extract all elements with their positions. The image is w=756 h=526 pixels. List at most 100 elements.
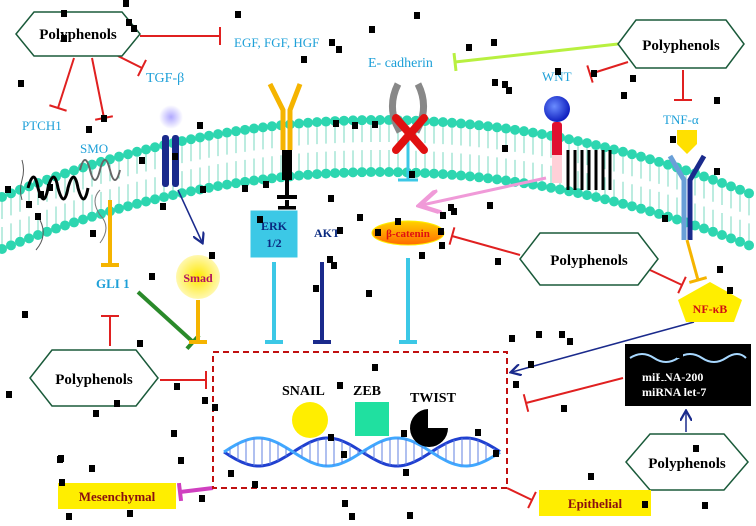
lipid-head: [258, 122, 268, 133]
speckle: [22, 311, 28, 318]
lipid-head: [267, 121, 277, 132]
lipid-head: [357, 167, 367, 178]
speckle: [101, 115, 107, 122]
lipid-head: [267, 173, 277, 184]
lipid-head: [465, 171, 475, 182]
speckle: [131, 25, 137, 32]
lipid-head: [150, 194, 160, 205]
speckle: [178, 457, 184, 464]
lipid-head: [240, 124, 250, 135]
inhibit-beta-catenin-bar: [448, 227, 456, 245]
speckle: [59, 479, 65, 486]
speckle: [677, 351, 683, 358]
speckle: [438, 228, 444, 235]
speckle: [172, 153, 178, 160]
speckle: [336, 46, 342, 53]
lipid-head: [231, 178, 241, 189]
speckle: [301, 56, 307, 63]
speckle: [717, 266, 723, 273]
lipid-head: [627, 149, 637, 160]
dna-helix: [223, 436, 501, 468]
inhibit-beta-catenin: [451, 235, 521, 256]
speckle: [440, 212, 446, 219]
speckle: [18, 80, 24, 87]
lipid-head: [735, 236, 745, 247]
lipid-head: [663, 159, 673, 170]
gli1-to-nucleus: [136, 290, 195, 344]
lipid-head: [132, 198, 142, 209]
lipid-head: [528, 127, 538, 138]
lipid-head: [123, 149, 133, 160]
speckle: [139, 157, 145, 164]
inhibit-tgf-beta-bar: [137, 59, 147, 77]
inhibit-ptch1-bar: [49, 104, 67, 112]
lipid-head: [582, 190, 592, 201]
speckle: [491, 39, 497, 46]
speckle: [451, 208, 457, 215]
polyphenols-node-top-right: Polyphenols: [617, 19, 745, 69]
svg-text:Polyphenols: Polyphenols: [550, 253, 628, 269]
speckle: [372, 364, 378, 371]
lipid-head: [96, 208, 106, 219]
speckle: [313, 285, 319, 292]
lipid-head: [0, 191, 7, 202]
tgf-beta-receptor: [159, 105, 183, 187]
lipid-head: [474, 120, 484, 131]
lipid-head: [78, 162, 88, 173]
svg-text:Polyphenols: Polyphenols: [642, 38, 720, 54]
lipid-head: [645, 154, 655, 165]
svg-text:1/2: 1/2: [266, 236, 281, 250]
speckle: [61, 10, 67, 17]
lipid-head: [717, 229, 727, 240]
speckle: [352, 122, 358, 129]
label-egf-fgf-hgf: EGF, FGF, HGF: [234, 35, 319, 50]
lipid-head: [78, 214, 88, 225]
lipid-head: [231, 126, 241, 137]
lipid-head: [114, 151, 124, 162]
lipid-head: [618, 146, 628, 157]
speckle: [242, 185, 248, 192]
lipid-head: [339, 115, 349, 126]
speckle: [495, 258, 501, 265]
beta-catenin-node: β-catenin: [371, 220, 445, 246]
lipid-head: [636, 151, 646, 162]
speckle: [475, 429, 481, 436]
speckle: [126, 19, 132, 26]
speckle: [329, 39, 335, 46]
lipid-head: [546, 182, 556, 193]
speckle: [333, 120, 339, 127]
speckle: [197, 122, 203, 129]
lipid-head: [708, 174, 718, 185]
lipid-head: [573, 188, 583, 199]
speckle: [137, 340, 143, 347]
nucleus-to-mesenchymal-bar: [176, 482, 184, 502]
lipid-head: [222, 179, 232, 190]
speckle: [670, 136, 676, 143]
speckle: [328, 434, 334, 441]
lipid-head: [420, 168, 430, 179]
speckle: [47, 184, 53, 191]
lipid-head: [438, 169, 448, 180]
speckle: [702, 502, 708, 509]
speckle: [621, 92, 627, 99]
lipid-head: [699, 223, 709, 234]
lipid-head: [123, 201, 133, 212]
zeb-shape: [355, 402, 389, 436]
speckle: [349, 513, 355, 520]
lipid-head: [735, 184, 745, 195]
lipid-head: [537, 129, 547, 140]
speckle: [509, 335, 515, 342]
speckle: [263, 181, 269, 188]
speckle: [209, 252, 215, 259]
tnf-to-nfkb: [685, 239, 700, 281]
speckle: [401, 430, 407, 437]
lipid-head: [249, 175, 259, 186]
speckle: [328, 195, 334, 202]
lipid-head: [213, 129, 223, 140]
inhibit-e-cadherin-bar: [452, 52, 458, 72]
inhibit-mirna-nucleus: [525, 377, 624, 404]
speckle: [493, 450, 499, 457]
lipid-head: [519, 126, 529, 137]
speckle: [171, 430, 177, 437]
speckle: [528, 361, 534, 368]
